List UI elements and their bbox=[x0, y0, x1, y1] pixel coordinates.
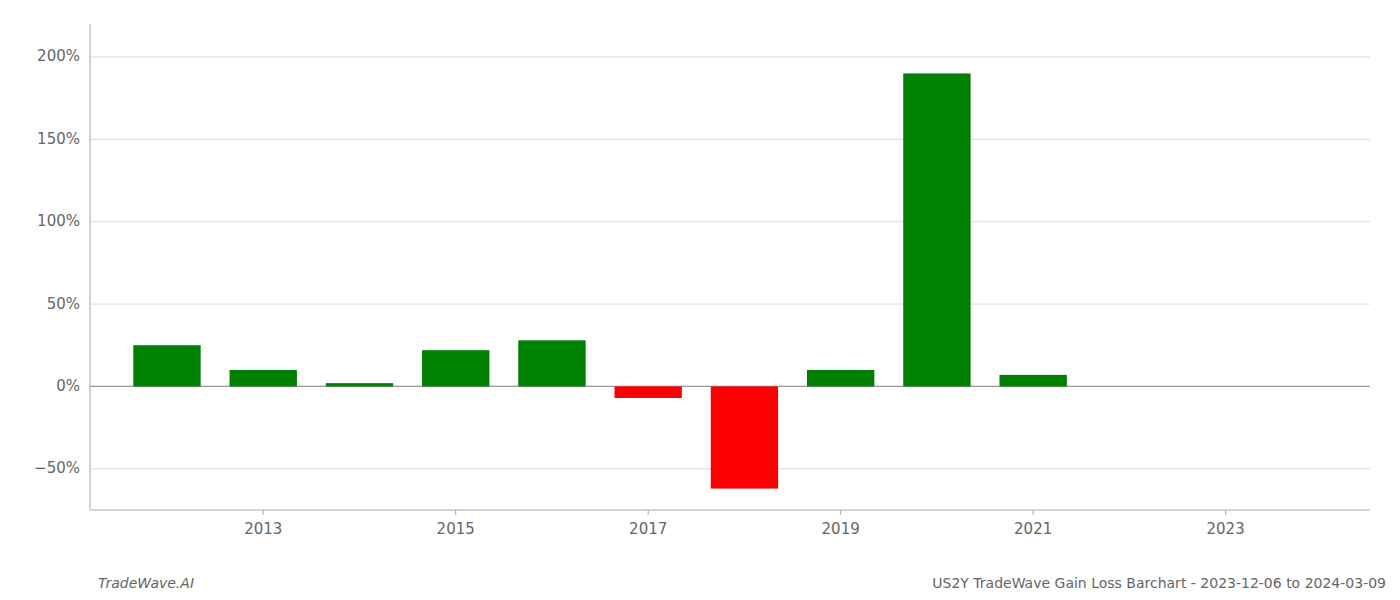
y-tick-label: 0% bbox=[56, 377, 80, 395]
bar bbox=[1096, 386, 1163, 387]
x-tick-label: 2021 bbox=[1014, 520, 1052, 538]
x-tick bbox=[840, 510, 841, 515]
y-tick-label: 100% bbox=[37, 212, 80, 230]
x-tick-label: 2015 bbox=[437, 520, 475, 538]
y-tick-label: −50% bbox=[34, 459, 80, 477]
bar bbox=[615, 386, 682, 398]
bar bbox=[711, 386, 778, 488]
y-axis-line bbox=[90, 24, 91, 510]
y-tick-label: 200% bbox=[37, 47, 80, 65]
x-tick-label: 2013 bbox=[244, 520, 282, 538]
grid-line bbox=[90, 139, 1370, 140]
x-tick bbox=[455, 510, 456, 515]
chart: −50% 0% 50% 100% 150% 200% 2013 2015 2017 2019 202… bbox=[0, 0, 1400, 600]
bar bbox=[807, 370, 874, 386]
grid-line bbox=[90, 221, 1370, 222]
bars bbox=[133, 73, 1067, 488]
bar bbox=[133, 345, 200, 386]
x-tick bbox=[263, 510, 264, 515]
x-tick-label: 2019 bbox=[822, 520, 860, 538]
footer-text: US2Y TradeWave Gain Loss Barchart - 2023… bbox=[932, 575, 1386, 591]
x-tick bbox=[648, 510, 649, 515]
grid-line bbox=[90, 304, 1370, 305]
x-tick-label: 2023 bbox=[1207, 520, 1245, 538]
x-tick bbox=[1225, 510, 1226, 515]
grid-line bbox=[90, 56, 1370, 57]
x-tick bbox=[1033, 510, 1034, 515]
bar bbox=[518, 340, 585, 386]
bar bbox=[903, 73, 970, 386]
bar bbox=[999, 375, 1066, 387]
y-tick-label: 150% bbox=[37, 130, 80, 148]
x-tick-labels: 2013 2015 2017 2019 2021 2023 bbox=[244, 510, 1245, 538]
bar bbox=[230, 370, 297, 386]
x-axis-line bbox=[90, 510, 1370, 511]
x-tick-label: 2017 bbox=[629, 520, 667, 538]
page: {"chart_data": {"type": "bar", "x": [201… bbox=[0, 0, 1400, 600]
bar bbox=[326, 383, 393, 386]
y-tick-labels: −50% 0% 50% 100% 150% 200% bbox=[34, 47, 80, 477]
y-tick-label: 50% bbox=[47, 295, 80, 313]
footer-text: TradeWave.AI bbox=[98, 575, 194, 591]
bar bbox=[422, 350, 489, 386]
